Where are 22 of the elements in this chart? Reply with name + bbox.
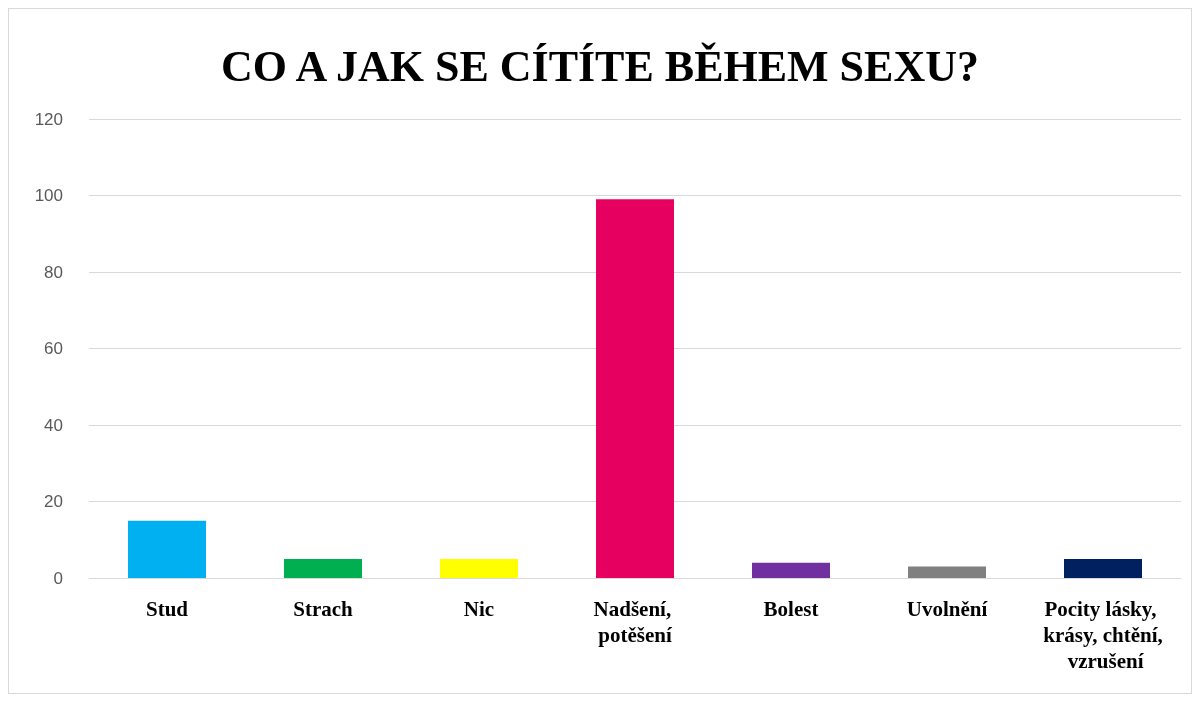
bar [128, 520, 206, 578]
y-tick-label: 20 [44, 492, 63, 511]
bar [440, 558, 518, 578]
bar [596, 199, 674, 578]
x-tick-label: Bolest [763, 597, 819, 621]
y-tick-label: 80 [44, 262, 63, 282]
y-tick-label: 0 [53, 568, 63, 588]
x-tick-label: Stud [145, 597, 189, 621]
x-tick-label: Nic [463, 597, 495, 621]
y-tick-label: 60 [44, 339, 63, 358]
bar [752, 562, 830, 578]
bar [1064, 558, 1142, 578]
x-tick-label: Nadšení, potěšení [593, 597, 677, 647]
bar [908, 566, 986, 578]
x-tick-label: Strach [293, 597, 354, 621]
y-tick-label: 100 [34, 186, 63, 205]
chart-title: CO A JAK SE CÍTÍTE BĚHEM SEXU? [221, 41, 979, 91]
x-tick-label: Uvolnění [906, 597, 989, 621]
y-tick-label: 120 [34, 109, 63, 129]
x-tick-label: Pocity lásky, krásy, chtění, vzrušení [1043, 597, 1163, 673]
y-tick-label: 40 [44, 415, 63, 435]
bar [284, 558, 362, 578]
